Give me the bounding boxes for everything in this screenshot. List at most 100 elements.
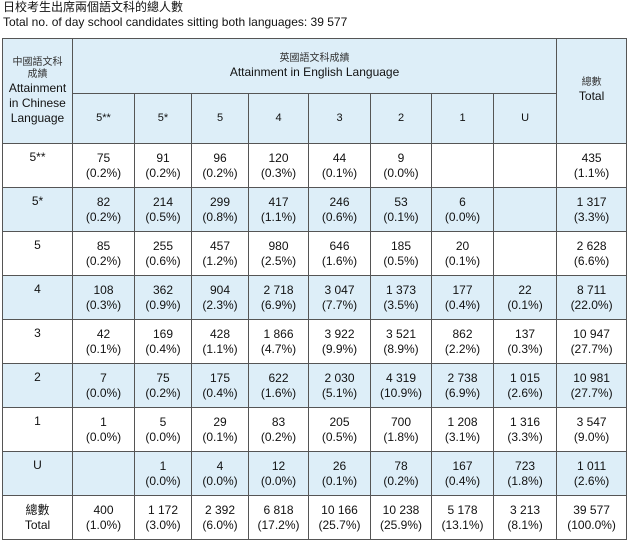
cell: 83 (0.2%) — [248, 407, 309, 452]
count: 5 178 — [447, 502, 478, 517]
cell: 1 373 (3.5%) — [370, 275, 432, 320]
english-header-en: Attainment in English Language — [229, 64, 400, 79]
count: 1 208 — [447, 414, 478, 429]
count: 137 — [515, 326, 536, 341]
percent: (0.5%) — [321, 429, 358, 444]
percent: (0.4%) — [444, 473, 481, 488]
percent: (0.0%) — [260, 473, 297, 488]
percent: (6.6%) — [573, 253, 610, 268]
count: 29 — [213, 414, 227, 429]
count: 6 818 — [263, 502, 294, 517]
cell: 5 (0.0%) — [134, 407, 192, 452]
count: 83 — [271, 414, 286, 429]
percent: (0.1%) — [321, 165, 358, 180]
cell: 246 (0.6%) — [308, 187, 371, 232]
cell: 169 (0.4%) — [134, 319, 192, 364]
cell: 2 030 (5.1%) — [308, 363, 371, 408]
count: 2 738 — [447, 370, 478, 385]
cell: 214 (0.5%) — [134, 187, 192, 232]
cell: 723 (1.8%) — [492, 451, 558, 496]
cell: 2 738 (6.9%) — [431, 363, 494, 408]
cell: 1 015 (2.6%) — [492, 363, 558, 408]
percent: (9.0%) — [573, 429, 610, 444]
count: 700 — [390, 414, 412, 429]
count: 3 213 — [510, 502, 541, 517]
percent: (4.7%) — [260, 341, 297, 356]
cell: 2 392 (6.0%) — [191, 495, 249, 540]
cell: 96 (0.2%) — [191, 143, 249, 188]
cell: 75 (0.2%) — [134, 363, 192, 408]
cell: 75 (0.2%) — [72, 143, 135, 188]
percent: (10.9%) — [379, 385, 423, 400]
count: 1 373 — [385, 282, 417, 297]
total-label-zh: 總數 — [25, 502, 50, 517]
percent: (17.2%) — [257, 517, 300, 532]
cell: 3 547 (9.0%) — [556, 407, 628, 452]
cell: 82 (0.2%) — [72, 187, 135, 232]
percent: (1.1%) — [573, 165, 610, 180]
cell: 78 (0.2%) — [370, 451, 432, 496]
count: 1 015 — [510, 370, 541, 385]
count: 85 — [96, 238, 111, 253]
count: 10 981 — [573, 370, 610, 385]
percent: (0.4%) — [444, 297, 481, 312]
cell: 10 238 (25.9%) — [370, 495, 432, 540]
count: 1 011 — [577, 458, 607, 473]
percent: (27.7%) — [570, 385, 613, 400]
grade-header: 1 — [431, 93, 494, 144]
percent: (0.5%) — [383, 253, 419, 268]
count: 862 — [452, 326, 473, 341]
row: 5** 75 (0.2%) 91 (0.2%) 96 (0.2%) 120 (0.3%) 44 (0… — [2, 143, 628, 188]
total-header: 總數 Total — [556, 38, 628, 144]
count: 255 — [152, 238, 174, 253]
cell — [492, 187, 558, 232]
percent: (0.0%) — [85, 385, 122, 400]
percent: (2.2%) — [444, 341, 481, 356]
cell: 91 (0.2%) — [134, 143, 192, 188]
cell: 44 (0.1%) — [308, 143, 371, 188]
percent: (0.0%) — [145, 429, 181, 444]
percent: (0.3%) — [85, 297, 122, 312]
corner-zh: 成績 — [27, 68, 48, 80]
percent: (3.3%) — [507, 429, 543, 444]
cell: 435 (1.1%) — [556, 143, 628, 188]
percent: (1.6%) — [260, 385, 297, 400]
count: 904 — [209, 282, 231, 297]
cell — [72, 451, 135, 496]
count: 82 — [96, 194, 111, 209]
total-header-en: Total — [578, 89, 605, 103]
row: 5 85 (0.2%) 255 (0.6%) 457 (1.2%) 980 (2.5%) 646(… — [2, 231, 628, 276]
cell: 26 (0.1%) — [308, 451, 371, 496]
percent: (0.0%) — [85, 429, 122, 444]
percent: (9.9%) — [321, 341, 358, 356]
percent: (8.1%) — [507, 517, 543, 532]
cell: 1 (0.0%) — [134, 451, 192, 496]
cell: 862 (2.2%) — [431, 319, 494, 364]
cell: 980 (2.5%) — [248, 231, 309, 276]
percent: (0.3%) — [260, 165, 297, 180]
percent: (0.2%) — [85, 165, 122, 180]
cell: 42 (0.1%) — [72, 319, 135, 364]
count: 299 — [209, 194, 231, 209]
percent: (0.2%) — [145, 385, 181, 400]
count: 1 — [100, 414, 107, 429]
cell: 108 (0.3%) — [72, 275, 135, 320]
cell: 3 047 (7.7%) — [308, 275, 371, 320]
count: 457 — [209, 238, 231, 253]
row-label: 5** — [2, 143, 73, 188]
row-label: 4 — [2, 275, 73, 320]
percent: (25.7%) — [318, 517, 361, 532]
count: 96 — [213, 150, 227, 165]
percent: (1.8%) — [507, 473, 543, 488]
count: 177 — [452, 282, 473, 297]
cell: 177 (0.4%) — [431, 275, 494, 320]
count: 4 — [216, 458, 224, 473]
cell: 6 818 (17.2%) — [248, 495, 309, 540]
percent: (0.5%) — [145, 209, 181, 224]
cell: 2 718 (6.9%) — [248, 275, 309, 320]
percent: (0.0%) — [383, 165, 419, 180]
count: 7 — [100, 370, 107, 385]
count: 91 — [156, 150, 170, 165]
count: 214 — [152, 194, 174, 209]
